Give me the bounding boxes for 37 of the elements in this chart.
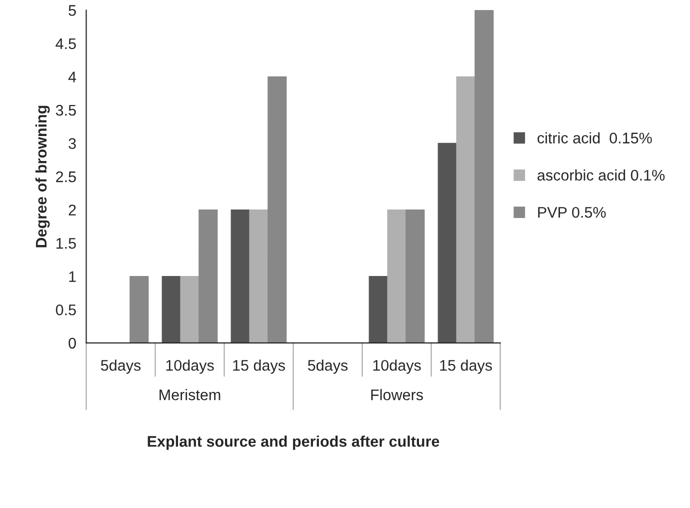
legend-label: citric acid 0.15% — [538, 132, 652, 144]
y-tick-label: 4 — [68, 72, 76, 82]
x-tick-label: 15 days — [233, 360, 285, 374]
x-tick-label: 10days — [166, 360, 214, 374]
x-axis-title: Explant source and periods after culture — [148, 436, 440, 450]
x-tick-label: 5days — [100, 360, 141, 374]
bar — [230, 209, 250, 343]
bar — [474, 10, 494, 343]
x-tick-label: 10days — [373, 360, 421, 374]
text: Flowers — [371, 389, 423, 400]
bar — [387, 209, 406, 343]
bar — [268, 76, 287, 343]
y-axis-title: Degree of browning — [35, 106, 50, 248]
y-tick-label: 1 — [69, 271, 76, 282]
bar — [368, 276, 388, 343]
y-tick-label: 2 — [68, 204, 76, 216]
bar — [249, 209, 268, 343]
bar — [438, 142, 457, 343]
y-tick-label: 2.5 — [56, 171, 76, 182]
y-tick-label: 3.5 — [56, 104, 76, 116]
legend-label: PVP 0.5% — [538, 206, 606, 218]
bar — [198, 209, 218, 343]
legend-label: ascorbic acid 0.1% — [538, 169, 665, 181]
y-tick-label: 4.5 — [56, 38, 76, 50]
y-tick-label: 3 — [68, 138, 76, 149]
y-tick-label: 5 — [68, 5, 76, 16]
bar — [180, 276, 200, 343]
y-tick-label: 0.5 — [56, 304, 76, 316]
bar — [406, 209, 425, 343]
text: Meristem — [160, 389, 220, 400]
x-tick-label: 5days — [308, 360, 348, 374]
bar — [456, 76, 476, 343]
bar — [130, 276, 149, 343]
y-tick-label: 0 — [68, 338, 76, 349]
x-tick-label: 15 days — [440, 360, 492, 374]
y-tick-label: 1.5 — [56, 238, 76, 249]
bar — [162, 276, 181, 343]
